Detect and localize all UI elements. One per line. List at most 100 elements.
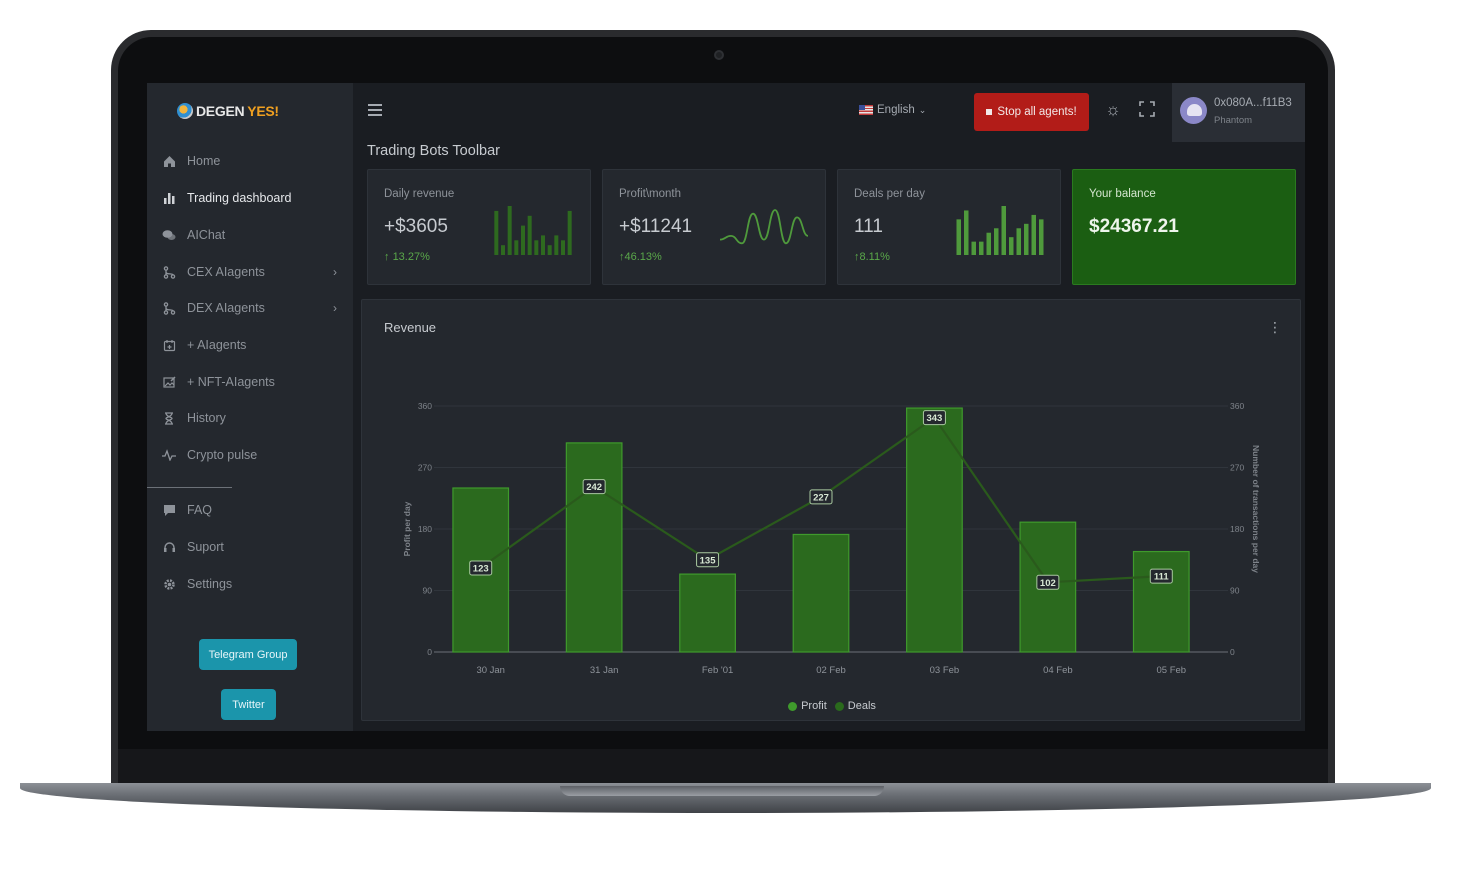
card-value: +$11241 bbox=[619, 216, 693, 237]
deals-data-label-box bbox=[696, 552, 720, 568]
spark-bar bbox=[521, 225, 525, 255]
language-label: English bbox=[877, 104, 915, 116]
y2-tick-label: 90 bbox=[1230, 586, 1240, 596]
gear-icon bbox=[161, 576, 177, 592]
profit-bar[interactable] bbox=[679, 573, 736, 653]
sidebar-item-add-aiagents[interactable]: + AIagents bbox=[161, 333, 341, 357]
card-change-value: 46.13% bbox=[624, 251, 662, 263]
deals-data-label: 111 bbox=[1154, 572, 1170, 583]
wallet-avatar bbox=[1180, 97, 1207, 124]
profit-month-sparkline bbox=[719, 209, 809, 245]
spark-bar bbox=[1001, 206, 1006, 255]
deals-data-label: 343 bbox=[926, 413, 942, 424]
balance-label: Your balance bbox=[1089, 188, 1156, 200]
sidebar-item-history[interactable]: History bbox=[161, 406, 341, 430]
sidebar-item-label: + NFT-AIagents bbox=[187, 375, 275, 389]
card-label: Daily revenue bbox=[384, 188, 455, 200]
branch-icon bbox=[161, 300, 177, 316]
sidebar-item-label: CEX AIagents bbox=[187, 265, 265, 279]
chat-icon bbox=[161, 227, 177, 243]
sidebar-item-label: Trading dashboard bbox=[187, 191, 292, 205]
spark-bar bbox=[986, 232, 991, 255]
sidebar-item-aichat[interactable]: AIChat bbox=[161, 223, 341, 247]
sidebar-item-cex-aiagents[interactable]: CEX AIagents › bbox=[161, 260, 341, 284]
deals-data-label-box bbox=[582, 479, 606, 495]
legend-item-deals[interactable]: Deals bbox=[834, 700, 876, 712]
sidebar-item-dex-aiagents[interactable]: DEX AIagents › bbox=[161, 296, 341, 320]
profit-bar[interactable] bbox=[906, 407, 963, 653]
us-flag-icon bbox=[859, 105, 873, 115]
card-change-value: 13.27% bbox=[392, 251, 430, 263]
sidebar-item-support[interactable]: Suport bbox=[161, 535, 341, 559]
card-label: Profit\month bbox=[619, 188, 681, 200]
image-edit-icon bbox=[161, 374, 177, 390]
y-tick-label: 0 bbox=[427, 647, 432, 657]
spark-bar bbox=[561, 240, 565, 255]
balance-card: Your balance $24367.21 bbox=[1072, 169, 1296, 285]
logo-text-accent: YES! bbox=[247, 103, 279, 119]
pulse-icon bbox=[161, 447, 177, 463]
spark-bar bbox=[1039, 219, 1044, 255]
deals-data-label-box bbox=[809, 489, 833, 505]
logo[interactable]: DEGEN YES! bbox=[177, 103, 279, 119]
account-wallet-name: Phantom bbox=[1214, 115, 1253, 126]
deals-data-label-box bbox=[1036, 574, 1060, 590]
menu-toggle-icon[interactable] bbox=[368, 104, 382, 116]
y-tick-label: 360 bbox=[418, 401, 432, 411]
spark-bar bbox=[541, 235, 545, 255]
profit-bar[interactable] bbox=[792, 533, 850, 653]
fullscreen-icon[interactable] bbox=[1138, 101, 1156, 119]
spark-bar bbox=[1016, 228, 1021, 255]
chart-legend: Profit Deals bbox=[362, 700, 1302, 712]
hourglass-icon bbox=[161, 410, 177, 426]
sidebar-item-label: Home bbox=[187, 154, 221, 168]
sidebar: DEGEN YES! Home Trading dashboard AIChat … bbox=[147, 83, 353, 731]
sidebar-item-label: DEX AIagents bbox=[187, 301, 265, 315]
sidebar-item-trading-dashboard[interactable]: Trading dashboard bbox=[161, 186, 341, 210]
y-tick-label: 270 bbox=[418, 463, 432, 473]
sidebar-item-settings[interactable]: Settings bbox=[161, 572, 341, 596]
telegram-group-button[interactable]: Telegram Group bbox=[199, 639, 297, 670]
app-screen: DEGEN YES! Home Trading dashboard AIChat … bbox=[147, 83, 1305, 731]
spark-bar bbox=[547, 245, 552, 255]
profit-bar[interactable] bbox=[1132, 550, 1190, 653]
y2-tick-label: 0 bbox=[1230, 647, 1235, 657]
sidebar-item-label: Settings bbox=[187, 577, 233, 591]
spark-bar bbox=[971, 241, 976, 255]
laptop-chin bbox=[118, 749, 1328, 783]
account-menu[interactable]: 0x080A...f11B3 Phantom bbox=[1172, 83, 1305, 142]
card-change-value: 8.11% bbox=[859, 251, 890, 263]
sidebar-item-faq[interactable]: FAQ bbox=[161, 498, 341, 522]
profit-bar[interactable] bbox=[565, 442, 623, 653]
twitter-button[interactable]: Twitter bbox=[221, 689, 276, 720]
y-tick-label: 180 bbox=[418, 524, 432, 534]
sidebar-divider bbox=[147, 487, 232, 488]
chevron-right-icon: › bbox=[333, 301, 337, 315]
sidebar-item-crypto-pulse[interactable]: Crypto pulse bbox=[161, 443, 341, 467]
deals-data-label-box bbox=[1149, 568, 1173, 584]
sidebar-item-add-nft-aiagents[interactable]: + NFT-AIagents bbox=[161, 370, 341, 394]
theme-toggle-icon[interactable]: ☼ bbox=[1105, 100, 1121, 119]
deals-data-label: 135 bbox=[700, 555, 717, 566]
legend-label: Deals bbox=[847, 700, 876, 712]
spark-bar bbox=[527, 215, 532, 255]
deals-data-label-box bbox=[922, 410, 946, 426]
deals-data-label-box bbox=[469, 560, 493, 576]
language-selector[interactable]: English ⌄ bbox=[859, 104, 926, 116]
stop-all-agents-button[interactable]: Stop all agents! bbox=[974, 93, 1089, 131]
y2-tick-label: 360 bbox=[1230, 401, 1244, 411]
revenue-title: Revenue bbox=[384, 320, 437, 335]
legend-item-profit[interactable]: Profit bbox=[788, 700, 827, 712]
spark-bar bbox=[1031, 214, 1036, 255]
home-icon bbox=[161, 153, 177, 169]
daily-revenue-card: Daily revenue +$3605 ↑ 13.27% bbox=[367, 169, 591, 285]
spark-bar bbox=[1009, 237, 1014, 255]
sidebar-item-home[interactable]: Home bbox=[161, 149, 341, 173]
card-change: ↑46.13% bbox=[619, 251, 662, 263]
y2-axis-label: Number of transactions per day bbox=[1251, 445, 1261, 573]
sidebar-item-label: Suport bbox=[187, 540, 224, 554]
legend-dot bbox=[788, 701, 798, 711]
sidebar-item-label: Crypto pulse bbox=[187, 448, 258, 462]
revenue-panel: Revenue ⋮ 0 0 90 90 180 180 270 270 360 360 Profit… bbox=[361, 299, 1301, 721]
